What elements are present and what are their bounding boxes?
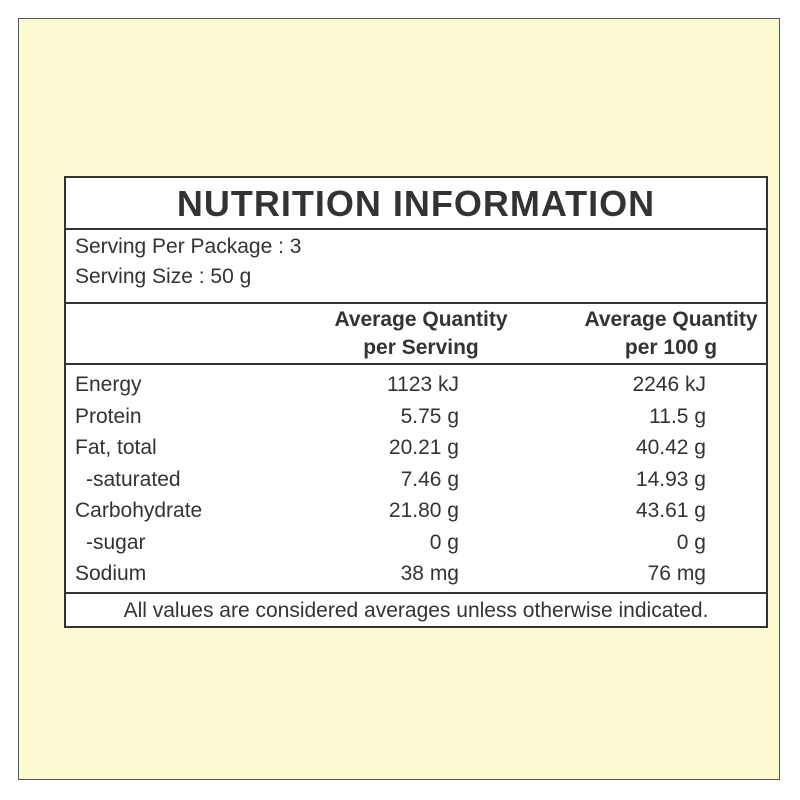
table-row: Energy 1123 kJ 2246 kJ: [66, 369, 766, 401]
nutrient-name: Carbohydrate: [75, 499, 203, 522]
per-100g-value: 40.42 g: [635, 436, 706, 459]
divider: [66, 363, 766, 365]
column-header-line: per 100 g: [624, 336, 718, 359]
nutrient-name: Fat, total: [75, 436, 157, 459]
column-header-per-serving: Average Quantity per Serving: [311, 306, 531, 362]
column-header-line: Average Quantity: [334, 308, 508, 331]
panel-title: NUTRITION INFORMATION: [176, 183, 656, 224]
divider: [66, 228, 766, 230]
nutrient-name: Energy: [75, 373, 142, 396]
column-header-line: Average Quantity: [584, 308, 758, 331]
per-100g-value: 76 mg: [647, 562, 706, 585]
per-100g-value: 11.5 g: [649, 404, 706, 428]
table-row: Carbohydrate 21.80 g 43.61 g: [66, 495, 766, 527]
per-100g-value: 14.93 g: [635, 467, 706, 491]
divider: [66, 302, 766, 304]
nutrient-name: Protein: [75, 404, 142, 428]
table-row: -saturated 7.46 g 14.93 g: [66, 464, 766, 496]
per-serving-value: 1123 kJ: [387, 373, 459, 396]
table-row: Protein 5.75 g 11.5 g: [66, 401, 766, 433]
table-row: Sodium 38 mg 76 mg: [66, 558, 766, 590]
per-serving-value: 5.75 g: [400, 404, 459, 428]
per-100g-value: 2246 kJ: [632, 373, 706, 396]
table-row: -sugar 0 g 0 g: [66, 527, 766, 559]
nutrient-name: -saturated: [86, 467, 181, 491]
column-header-line: per Serving: [363, 336, 479, 359]
divider: [66, 592, 766, 594]
per-100g-value: 43.61 g: [635, 499, 706, 522]
serving-size: Serving Size : 50 g: [75, 265, 252, 288]
column-header-per-100g: Average Quantity per 100 g: [561, 306, 781, 362]
per-serving-value: 38 mg: [400, 562, 459, 585]
table-row: Fat, total 20.21 g 40.42 g: [66, 432, 766, 464]
per-serving-value: 7.46 g: [400, 467, 459, 491]
per-serving-value: 0 g: [429, 530, 459, 554]
footer-note: All values are considered averages unles…: [123, 599, 709, 622]
per-100g-value: 0 g: [676, 530, 706, 554]
nutrient-name: -sugar: [86, 530, 146, 554]
nutrient-name: Sodium: [75, 562, 147, 585]
per-serving-value: 21.80 g: [388, 499, 459, 522]
serving-per-package: Serving Per Package : 3: [75, 235, 302, 258]
label-background: NUTRITION INFORMATION Serving Per Packag…: [18, 18, 780, 780]
per-serving-value: 20.21 g: [388, 436, 459, 459]
nutrition-panel: NUTRITION INFORMATION Serving Per Packag…: [64, 176, 768, 628]
